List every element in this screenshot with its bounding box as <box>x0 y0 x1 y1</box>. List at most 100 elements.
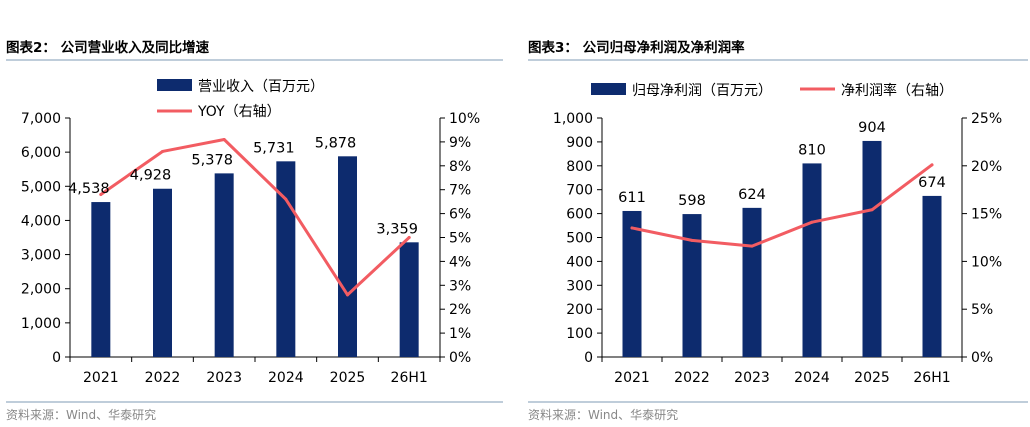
bar <box>153 188 172 357</box>
x-axis-tick-label: 2024 <box>268 370 304 386</box>
line-point <box>750 244 754 248</box>
left-axis-tick-label: 4,000 <box>21 213 61 229</box>
right-axis-tick-label: 25% <box>971 111 1002 127</box>
legend: 归母净利润（百万元） 净利润率（右轴） <box>591 82 953 99</box>
bar-data-label: 624 <box>738 187 766 203</box>
bar <box>682 214 702 357</box>
bar-data-label: 674 <box>918 175 946 191</box>
left-axis-tick-label: 600 <box>566 207 593 223</box>
x-axis-tick-label: 2021 <box>83 370 119 386</box>
x-axis-tick-label: 2025 <box>854 370 890 386</box>
right-axis-tick-label: 9% <box>449 135 471 151</box>
bar-data-label: 5,378 <box>191 152 233 168</box>
right-axis-tick-label: 5% <box>449 231 471 247</box>
line-point <box>810 220 814 224</box>
bar <box>922 195 942 357</box>
left-axis-tick-label: 7,000 <box>21 111 61 127</box>
right-axis-tick-label: 15% <box>971 207 1002 223</box>
line-point <box>222 138 226 142</box>
left-axis-tick-label: 100 <box>566 326 593 342</box>
left-axis-tick-label: 400 <box>566 254 593 270</box>
x-axis-tick-label: 2021 <box>614 370 650 386</box>
left-axis-tick-label: 200 <box>566 302 593 318</box>
left-axis-tick-label: 6,000 <box>21 145 61 161</box>
line-point <box>346 293 349 297</box>
right-axis-tick-label: 8% <box>449 159 471 175</box>
left-axis-tick-label: 3,000 <box>21 248 61 264</box>
bar <box>276 161 296 357</box>
line-point <box>284 197 288 201</box>
legend-bar-label: 营业收入（百万元） <box>198 79 324 95</box>
line-series <box>99 138 411 297</box>
legend-bar-swatch <box>591 83 626 95</box>
bar-data-label: 4,538 <box>68 181 110 197</box>
x-axis-tick-label: 2022 <box>674 370 710 386</box>
net-profit-chart: 图表3： 公司归母净利润及净利润率 归母净利润（百万元） 净利润率（右轴） 0 1… <box>528 39 1028 422</box>
plot-area: 0 1,000 2,000 3,000 4,000 5,000 6,000 7,000 0% 1%… <box>21 111 480 386</box>
revenue-chart: 图表2： 公司营业收入及同比增速 营业收入（百万元） YOY（右轴） 0 1,00… <box>6 39 503 422</box>
bar-data-label: 904 <box>858 120 886 136</box>
line-point <box>690 238 694 242</box>
line-point <box>407 236 411 239</box>
x-axis-tick-label: 2023 <box>206 370 242 386</box>
source-note: 资料来源：Wind、华泰研究 <box>528 407 678 422</box>
bar-data-label: 4,928 <box>130 168 172 184</box>
legend-line-label: 净利润率（右轴） <box>841 82 953 99</box>
x-axis-tick-label: 2025 <box>330 370 366 386</box>
right-axis-tick-label: 20% <box>971 159 1002 175</box>
line-point <box>99 192 103 196</box>
right-axis-tick-label: 10% <box>449 111 480 127</box>
bar-data-label: 3,359 <box>376 221 418 237</box>
line-point <box>161 149 164 153</box>
left-axis-tick-label: 1,000 <box>21 316 61 332</box>
bar-data-label: 5,878 <box>315 135 357 151</box>
right-axis-tick-label: 1% <box>449 326 471 342</box>
x-axis-tick-label: 26H1 <box>913 370 950 386</box>
bar <box>91 202 111 357</box>
left-axis-tick-label: 0 <box>584 350 593 366</box>
left-axis-tick-label: 300 <box>566 278 593 294</box>
left-axis-tick-label: 900 <box>566 135 593 151</box>
bar <box>802 163 822 357</box>
right-axis-tick-label: 6% <box>449 207 471 223</box>
x-axis-tick-label: 2024 <box>794 370 830 386</box>
bar-data-label: 598 <box>678 193 706 209</box>
legend-bar-label: 归母净利润（百万元） <box>632 82 772 99</box>
bar-data-label: 5,731 <box>253 140 295 156</box>
legend: 营业收入（百万元） YOY（右轴） <box>157 79 324 120</box>
line-point <box>930 163 934 167</box>
left-axis-tick-label: 800 <box>566 159 593 175</box>
chart-title: 图表3： 公司归母净利润及净利润率 <box>528 39 745 56</box>
source-note: 资料来源：Wind、华泰研究 <box>6 407 156 422</box>
legend-bar-swatch <box>157 79 192 91</box>
right-axis-tick-label: 5% <box>971 302 993 318</box>
chart-title: 图表2： 公司营业收入及同比增速 <box>6 39 210 56</box>
bar-data-label: 611 <box>618 190 646 206</box>
line-point <box>870 208 874 212</box>
legend-line-label: YOY（右轴） <box>197 104 281 120</box>
x-axis-tick-label: 26H1 <box>391 370 428 386</box>
left-axis-tick-label: 1,000 <box>553 111 593 127</box>
left-axis-tick-label: 5,000 <box>21 179 61 195</box>
right-axis-tick-label: 10% <box>971 254 1002 270</box>
line-point <box>630 226 634 230</box>
bar <box>214 173 234 357</box>
bar <box>862 140 882 357</box>
right-axis-tick-label: 0% <box>971 350 993 366</box>
x-axis-tick-label: 2023 <box>734 370 770 386</box>
right-axis-tick-label: 4% <box>449 254 471 270</box>
left-axis-tick-label: 2,000 <box>21 282 61 298</box>
x-axis-tick-label: 2022 <box>145 370 181 386</box>
bar <box>338 156 357 357</box>
bar <box>622 210 642 357</box>
left-axis-tick-label: 700 <box>566 183 593 199</box>
left-axis-tick-label: 0 <box>52 350 61 366</box>
line-series <box>630 163 934 248</box>
right-axis-tick-label: 3% <box>449 278 471 294</box>
right-axis-tick-label: 2% <box>449 302 471 318</box>
left-axis-tick-label: 500 <box>566 231 593 247</box>
right-axis-tick-label: 7% <box>449 183 471 199</box>
right-axis-tick-label: 0% <box>449 350 471 366</box>
plot-area: 0 100 200 300 400 500 600 700 800 900 1,000 0% 5% 10%… <box>553 111 1002 386</box>
